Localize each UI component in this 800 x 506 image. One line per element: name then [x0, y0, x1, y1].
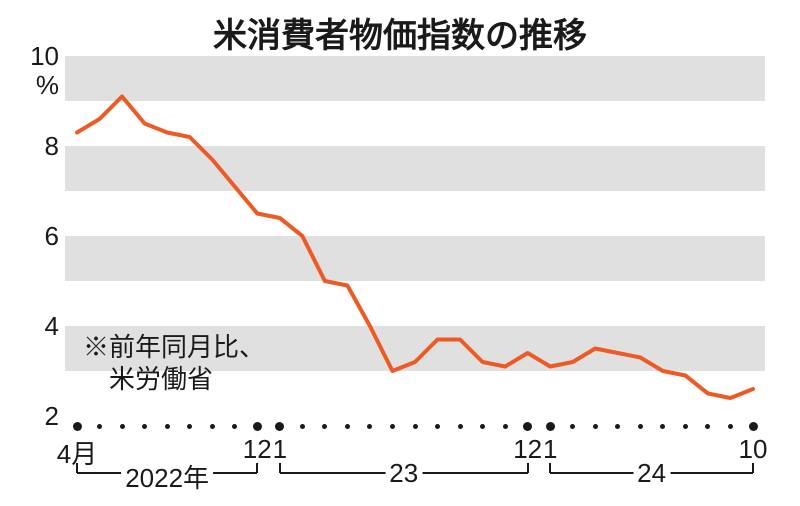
- year-label: 23: [385, 458, 422, 489]
- x-tick-dot: [435, 424, 440, 429]
- year-bracket-tick: [256, 463, 258, 473]
- chart-note: ※前年同月比、 米労働省: [83, 331, 265, 396]
- x-tick-dot: [615, 424, 620, 429]
- x-tick-dot: [638, 424, 643, 429]
- x-tick-dot: [413, 424, 418, 429]
- y-tick-label: 10: [0, 41, 59, 72]
- x-tick-dot: [165, 424, 170, 429]
- year-bracket-tick: [76, 463, 78, 473]
- cpi-chart: 米消費者物価指数の推移: [0, 0, 800, 506]
- y-tick-label: 8: [0, 131, 59, 162]
- x-tick-dot: [749, 422, 758, 431]
- chart-title: 米消費者物価指数の推移: [0, 8, 800, 57]
- x-tick-dot: [275, 422, 284, 431]
- x-tick-dot: [73, 422, 82, 431]
- x-tick-dot: [546, 422, 555, 431]
- y-tick-label: 6: [0, 221, 59, 252]
- x-tick-label: 1: [543, 434, 557, 465]
- x-tick-dot: [683, 424, 688, 429]
- year-bracket-tick: [752, 463, 754, 473]
- x-tick-dot: [570, 424, 575, 429]
- year-bracket-tick: [527, 463, 529, 473]
- x-tick-dot: [142, 424, 147, 429]
- x-tick-dot: [345, 424, 350, 429]
- year-label: 2022年: [121, 458, 213, 495]
- x-tick-dot: [187, 424, 192, 429]
- x-tick-dot: [300, 424, 305, 429]
- x-tick-dot: [503, 424, 508, 429]
- y-tick-label: 2: [0, 401, 59, 432]
- x-tick-dot: [232, 424, 237, 429]
- year-bracket-tick: [549, 463, 551, 473]
- x-tick-label: 10: [739, 434, 768, 465]
- x-tick-dot: [322, 424, 327, 429]
- x-tick-label: 12: [513, 434, 542, 465]
- x-tick-dot: [210, 424, 215, 429]
- year-label: 24: [633, 458, 670, 489]
- x-tick-dot: [120, 424, 125, 429]
- x-tick-dot: [660, 424, 665, 429]
- x-tick-dot: [390, 424, 395, 429]
- y-tick-label: 4: [0, 311, 59, 342]
- x-tick-dot: [458, 424, 463, 429]
- x-tick-label: 12: [243, 434, 272, 465]
- x-tick-dot: [523, 422, 532, 431]
- x-tick-dot: [97, 424, 102, 429]
- x-tick-label: 1: [273, 434, 287, 465]
- x-tick-dot: [593, 424, 598, 429]
- x-tick-dot: [728, 424, 733, 429]
- y-unit: %: [0, 70, 59, 101]
- year-bracket-tick: [279, 463, 281, 473]
- x-tick-dot: [253, 422, 262, 431]
- x-tick-dot: [480, 424, 485, 429]
